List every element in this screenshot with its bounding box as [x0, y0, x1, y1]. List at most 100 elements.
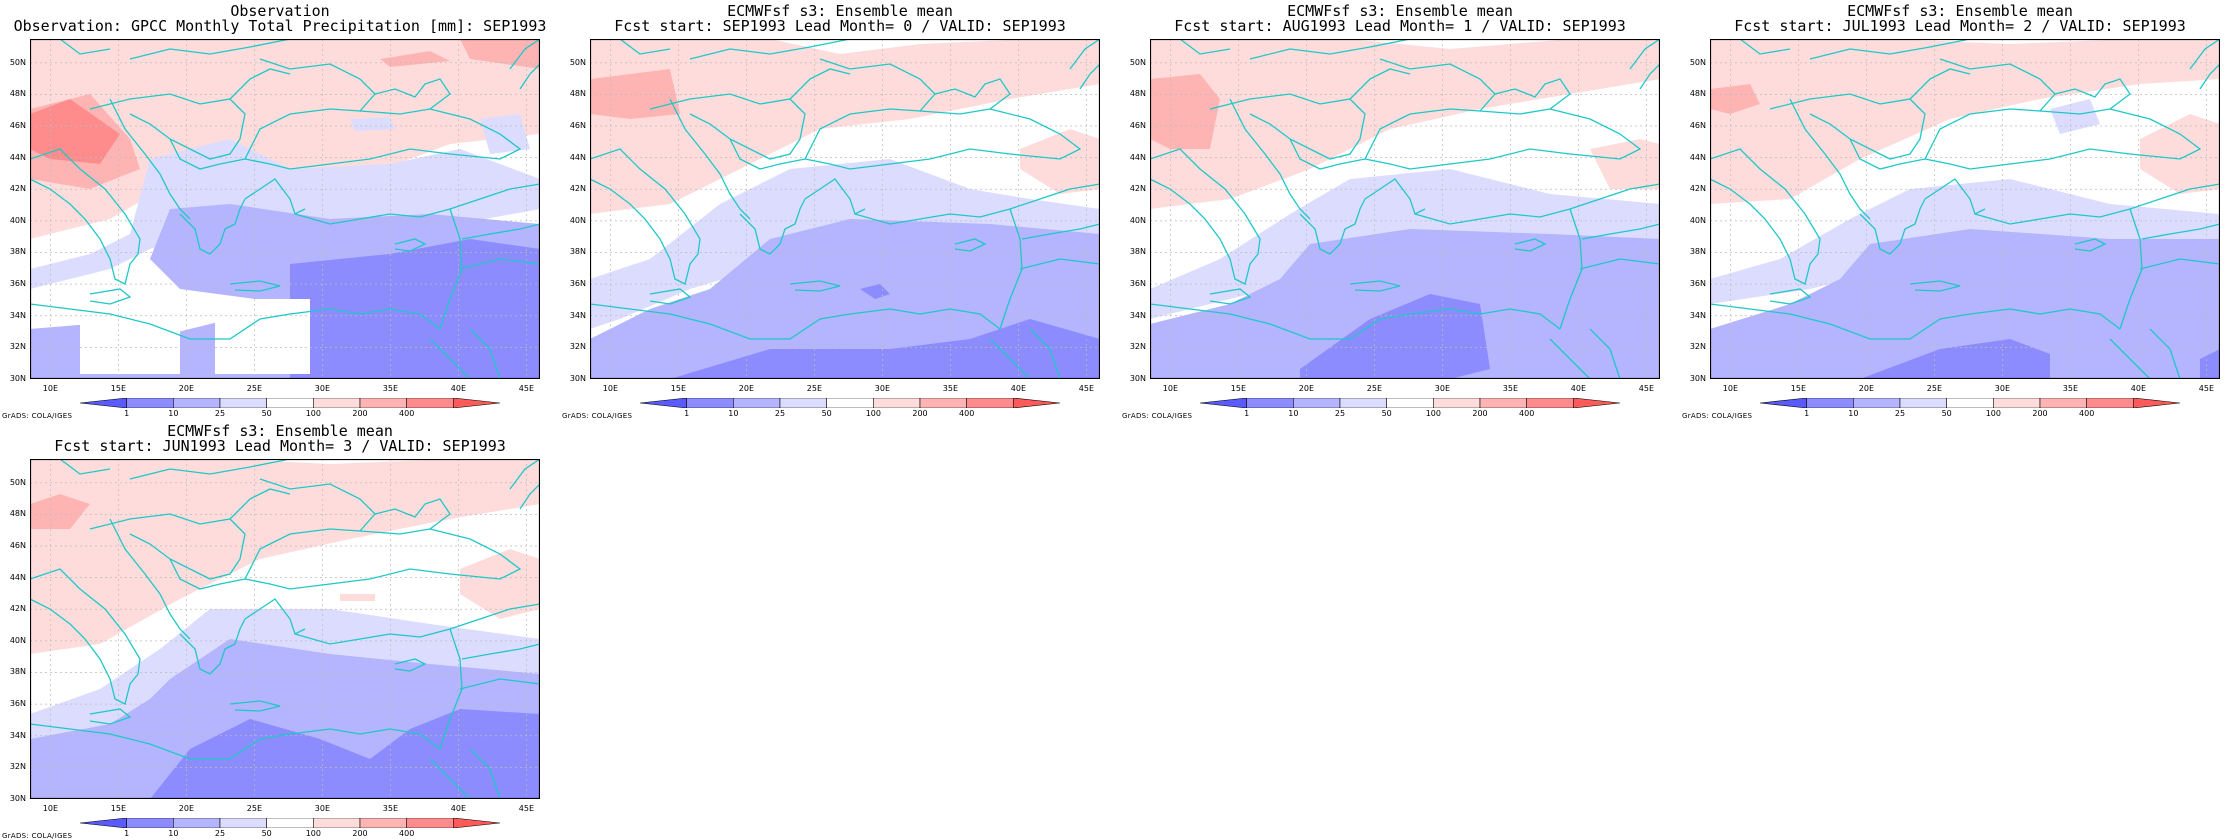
latitude-tick-label: 34N — [1129, 310, 1146, 320]
lat-lon-grid — [30, 39, 540, 379]
longitude-tick-label: 35E — [382, 804, 398, 813]
colorbar-bin — [1386, 398, 1434, 408]
coastline — [244, 528, 522, 590]
colorbar: 1 10 25 50 100 200 400 — [1200, 398, 1620, 418]
precip-contour-region — [1710, 84, 1760, 114]
coastline — [129, 39, 291, 60]
coastline — [1974, 183, 2220, 225]
coastline — [169, 138, 246, 170]
latitude-tick-label: 48N — [1129, 89, 1146, 99]
longitude-tick-label: 30E — [874, 384, 890, 393]
map-area: 50N 48N 46N 44N 42N 40N 38N 36N 34N 32N 30N 10E 15E 2… — [10, 459, 540, 813]
colorbar-tick-label: 400 — [959, 409, 975, 418]
precip-contour-region — [1710, 229, 2220, 379]
coastline — [1209, 288, 1252, 305]
latitude-tick-label: 42N — [9, 604, 26, 614]
colorbar-tick-label: 100 — [1985, 409, 2001, 418]
coastline — [519, 63, 540, 90]
colorbar-bin — [126, 398, 174, 408]
coastline — [819, 58, 936, 95]
grads-credit: GrADS: COLA/IGES — [2, 412, 73, 420]
coastline — [229, 68, 291, 100]
coastline — [179, 618, 246, 675]
longitude-tick-label: 10E — [42, 804, 58, 813]
coastline — [590, 303, 1001, 340]
longitude-tick-label: 20E — [1858, 384, 1874, 393]
latitude-tick-label: 36N — [569, 279, 586, 289]
longitude-tick-label: 35E — [1502, 384, 1518, 393]
longitude-tick-label: 15E — [1790, 384, 1806, 393]
coastline — [2039, 78, 2131, 112]
latitude-tick-label: 40N — [569, 215, 586, 225]
longitude-tick-label: 40E — [450, 384, 466, 393]
latitude-tick-label: 36N — [9, 699, 26, 709]
coastline — [789, 68, 851, 100]
coastline — [469, 748, 501, 799]
coastline — [30, 568, 141, 705]
latitude-tick-label: 32N — [1689, 342, 1706, 352]
colorbar-tick-label: 1 — [124, 409, 130, 418]
coastline — [1514, 238, 1547, 252]
latitude-tick-label: 44N — [569, 152, 586, 162]
longitude-tick-label: 45E — [1638, 384, 1654, 393]
coastline — [229, 488, 291, 520]
longitude-tick-label: 15E — [110, 804, 126, 813]
latitude-tick-label: 44N — [9, 572, 26, 582]
coastline — [30, 723, 441, 760]
coastlines — [1710, 39, 2220, 379]
latitude-tick-label: 44N — [1689, 152, 1706, 162]
colorbar-tick-label: 1 — [1244, 409, 1250, 418]
latitude-tick-label: 30N — [569, 374, 586, 383]
map-svg — [590, 39, 1100, 379]
colorbar-svg — [1760, 398, 2180, 408]
coastline — [229, 700, 281, 712]
colorbar-bin — [2039, 398, 2088, 408]
longitude-tick-label: 35E — [942, 384, 958, 393]
coastline — [1710, 148, 1821, 285]
latitude-tick-label: 44N — [9, 152, 26, 162]
colorbar-bin — [2086, 398, 2134, 408]
colorbar-bin — [406, 818, 454, 828]
coastline — [689, 39, 851, 60]
latitude-tick-label: 50N — [9, 477, 26, 487]
precip-contour-region — [30, 99, 120, 164]
coastline — [804, 108, 1082, 170]
map-svg — [1710, 39, 2220, 379]
colorbar-tick-label: 200 — [1472, 409, 1488, 418]
coastline — [1909, 280, 1961, 292]
latitude-tick-label: 50N — [569, 57, 586, 67]
latitude-tick-label: 42N — [1689, 184, 1706, 194]
latitude-tick-label: 50N — [9, 57, 26, 67]
colorbar-tick-label: 50 — [261, 829, 272, 838]
colorbar-bin — [266, 818, 314, 828]
colorbar: 1 10 25 50 100 200 400 — [80, 398, 500, 418]
precip-contour-region — [30, 459, 540, 654]
latitude-tick-label: 36N — [1689, 279, 1706, 289]
coastline — [729, 138, 806, 170]
colorbar-tick-label: 10 — [1848, 409, 1859, 418]
coastline — [1924, 178, 1986, 215]
coastline — [1849, 138, 1926, 170]
longitude-tick-label: 10E — [602, 384, 618, 393]
coastline — [469, 328, 501, 379]
colorbar-tick-label: 400 — [399, 829, 415, 838]
colorbar-bin — [219, 398, 267, 408]
coastline — [394, 658, 427, 672]
colorbar-bin — [313, 398, 361, 408]
coastline — [1581, 223, 1660, 240]
panel-subtitle: Fcst start: JUL1993 Lead Month= 2 / VALI… — [1734, 17, 2186, 35]
latitude-tick-label: 50N — [1129, 57, 1146, 67]
longitude-tick-label: 15E — [110, 384, 126, 393]
colorbar-bin — [1853, 398, 1901, 408]
colorbar-bin — [406, 398, 454, 408]
colorbar-svg — [1200, 398, 1620, 408]
coastline — [394, 238, 427, 252]
panel-title: ECMWFsf s3: Ensemble mean — [1287, 2, 1513, 20]
colorbar-tick-label: 50 — [1941, 409, 1952, 418]
latitude-tick-label: 30N — [9, 794, 26, 803]
colorbar-bin — [173, 818, 221, 828]
longitude-tick-label: 40E — [2130, 384, 2146, 393]
latitude-tick-label: 40N — [9, 215, 26, 225]
grads-credit: GrADS: COLA/IGES — [2, 832, 73, 840]
lat-lon-grid — [590, 39, 1100, 379]
